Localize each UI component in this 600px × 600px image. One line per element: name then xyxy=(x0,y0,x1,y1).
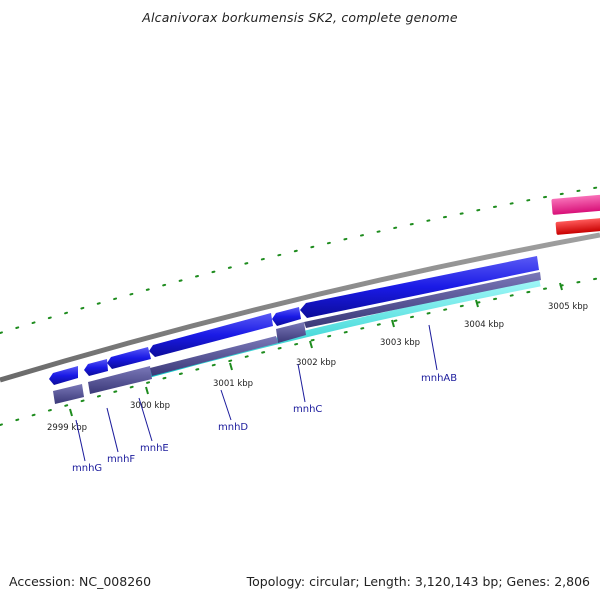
cds-mnhC xyxy=(272,307,301,326)
gene-label-lines xyxy=(75,324,438,462)
ortholog-mnhD xyxy=(150,336,278,376)
gene-label-mnhF: mnhF xyxy=(107,454,135,465)
gene-label-mnhAB: mnhAB xyxy=(421,373,457,384)
cds-mnhE xyxy=(107,347,151,369)
ortholog-mnhF-E xyxy=(88,366,152,394)
cds-mnhF xyxy=(84,359,108,376)
gene-label-mnhG: mnhG xyxy=(72,463,102,474)
upper-tick-ring xyxy=(0,186,600,334)
genome-title: Alcanivorax borkumensis SK2, complete ge… xyxy=(142,10,458,25)
accession-label: Accession: NC_008260 xyxy=(9,574,152,589)
magenta-feature xyxy=(551,194,600,215)
genome-backbone xyxy=(0,232,600,383)
cds-track xyxy=(49,256,539,385)
ortholog-mnhC xyxy=(276,322,306,343)
tick-label-3003: 3003 kbp xyxy=(380,338,420,348)
red-feature xyxy=(555,218,600,235)
gene-labels: mnhG mnhF mnhE mnhD mnhC mnhAB xyxy=(72,373,457,474)
tick-label-3000: 3000 kbp xyxy=(130,401,170,411)
tick-label-3001: 3001 kbp xyxy=(213,379,253,389)
gene-label-mnhD: mnhD xyxy=(218,422,248,433)
cds-mnhAB xyxy=(300,256,539,318)
ortholog-mnhG xyxy=(53,384,84,404)
tick-label-3002: 3002 kbp xyxy=(296,358,336,368)
tick-label-3005: 3005 kbp xyxy=(548,302,588,312)
gene-label-mnhC: mnhC xyxy=(293,404,322,415)
cds-mnhD xyxy=(149,313,273,357)
genome-summary-label: Topology: circular; Length: 3,120,143 bp… xyxy=(246,574,590,589)
lower-tick-ring xyxy=(0,277,600,426)
tick-label-2999: 2999 kbp xyxy=(47,423,87,433)
ortholog-mnhAB xyxy=(304,272,541,328)
gene-label-mnhE: mnhE xyxy=(140,443,169,454)
tick-label-3004: 3004 kbp xyxy=(464,320,504,330)
orthology-track xyxy=(53,272,541,404)
cds-mnhG xyxy=(49,366,78,385)
kbp-ticks: 2999 kbp 3000 kbp 3001 kbp 3002 kbp 3003… xyxy=(47,282,588,433)
